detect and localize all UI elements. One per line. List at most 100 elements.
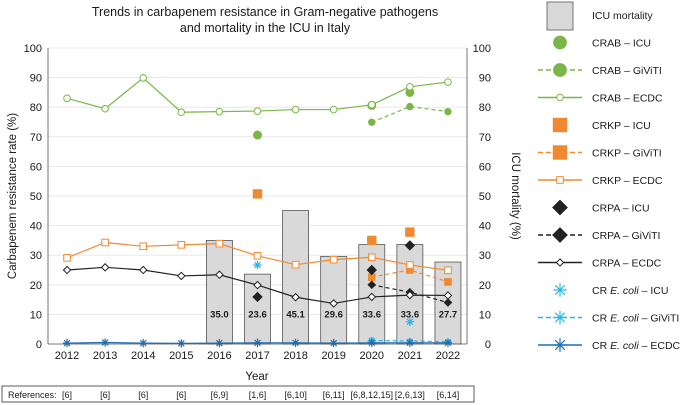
x-tick-2016: 2016	[207, 350, 231, 362]
legend-crpa-giviti-marker	[552, 227, 568, 243]
legend-crpa-icu-label: CRPA – ICU	[592, 203, 650, 215]
y-left-tick-70: 70	[30, 132, 42, 144]
point-crkp-icu-2021	[405, 227, 415, 237]
y-left-tick-40: 40	[30, 221, 42, 233]
y-right-tick-60: 60	[479, 161, 491, 173]
legend-cr-e-coli-giviti-label: CR E. coli – GiViTI	[592, 313, 679, 325]
point-crpa-ecdc-2012	[62, 265, 72, 275]
y-right-tick-70: 70	[479, 132, 491, 144]
legend-icu-mortality-swatch	[546, 1, 574, 31]
legend-icu-mortality-label: ICU mortality	[592, 10, 653, 22]
legend-crpa-giviti-label: CRPA – GiViTI	[592, 230, 660, 242]
legend-cr-e-coli-icu-label: CR E. coli – ICU	[592, 285, 668, 297]
reference-2018: [6,10]	[284, 390, 307, 400]
point-cr-e-coli-ecdc-2022	[443, 338, 453, 348]
reference-2014: [6]	[138, 390, 148, 400]
point-crpa-ecdc-2018	[291, 292, 300, 302]
point-crab-giviti-2021	[406, 102, 414, 111]
y-left-tick-80: 80	[30, 102, 42, 114]
point-crpa-ecdc-2016	[215, 270, 224, 280]
legend-crab-ecdc-label: CRAB – ECDC	[592, 93, 663, 105]
y-right-tick-100: 100	[473, 43, 491, 55]
x-tick-2015: 2015	[169, 350, 193, 362]
reference-2013: [6]	[100, 390, 110, 400]
point-crpa-ecdc-2019	[329, 299, 338, 308]
reference-2015: [6]	[176, 390, 186, 400]
point-crkp-ecdc-2017	[253, 251, 262, 260]
point-crpa-ecdc-2014	[138, 265, 148, 275]
legend-crab-giviti-marker	[553, 63, 567, 77]
legend-crkp-ecdc-marker	[556, 176, 564, 184]
legend-crab-icu-marker	[553, 35, 567, 50]
point-cr-e-coli-ecdc-2016	[215, 338, 224, 348]
point-crab-giviti-2020	[368, 118, 376, 126]
point-crpa-icu-2020	[366, 264, 377, 276]
point-crab-giviti-2022	[444, 107, 452, 116]
point-crkp-ecdc-2022	[444, 266, 452, 275]
series-line-crab-giviti	[371, 105, 449, 123]
x-tick-2017: 2017	[245, 350, 269, 362]
y-right-tick-40: 40	[479, 221, 491, 233]
point-crpa-ecdc-2022	[443, 291, 453, 300]
chart-title-line-1: Trends in carbapenem resistance in Gram-…	[92, 5, 438, 19]
bar-label-2019: 29.6	[324, 309, 343, 320]
point-cr-e-coli-ecdc-2015	[177, 339, 186, 348]
point-crab-ecdc-2018	[291, 105, 300, 114]
point-crkp-ecdc-2020	[367, 253, 376, 262]
legend-crkp-icu-label: CRKP – ICU	[592, 120, 651, 132]
point-crab-ecdc-2019	[329, 105, 338, 114]
lines-layer	[62, 74, 453, 348]
y-left-tick-0: 0	[36, 339, 42, 351]
point-crkp-ecdc-2012	[63, 254, 71, 262]
point-crkp-icu-2017	[252, 189, 263, 199]
legend-crpa-icu-marker	[552, 199, 568, 216]
reference-2012: [6]	[62, 390, 72, 400]
reference-2019: [6,11]	[323, 390, 345, 400]
references-label: References:	[8, 390, 57, 400]
bar-label-2016: 35.0	[210, 309, 229, 320]
y-left-tick-90: 90	[30, 73, 42, 85]
legend-crpa-ecdc-marker	[555, 258, 565, 267]
point-crab-ecdc-2020	[367, 101, 376, 109]
legend-crkp-icu-marker	[552, 117, 568, 133]
point-crpa-ecdc-2013	[100, 263, 110, 272]
point-crpa-icu-2017	[252, 291, 263, 303]
point-crkp-ecdc-2015	[177, 241, 186, 249]
x-tick-2012: 2012	[55, 350, 79, 362]
point-cr-e-coli-ecdc-2018	[291, 338, 300, 348]
point-crkp-ecdc-2019	[329, 255, 338, 264]
legend-crab-icu-label: CRAB – ICU	[592, 38, 651, 50]
y-axis-left-label: Carbapenem resistance rate (%)	[7, 113, 19, 279]
point-crkp-ecdc-2018	[291, 260, 300, 269]
x-tick-2021: 2021	[398, 350, 422, 362]
y-axis-right-label: ICU mortality (%)	[509, 152, 521, 240]
bar-label-2017: 23.6	[248, 309, 267, 320]
x-tick-2014: 2014	[131, 350, 155, 362]
y-right-tick-80: 80	[479, 102, 491, 114]
bar-2016	[206, 239, 233, 345]
bar-label-2021: 33.6	[401, 309, 420, 320]
x-tick-2019: 2019	[321, 350, 345, 362]
point-crpa-ecdc-2020	[367, 292, 377, 302]
y-right-tick-90: 90	[479, 73, 491, 85]
legend-cr-e-coli-ecdc-marker	[553, 338, 567, 352]
y-right-tick-10: 10	[479, 309, 491, 321]
x-tick-2020: 2020	[360, 350, 384, 362]
y-right-tick-0: 0	[485, 339, 491, 351]
x-tick-2013: 2013	[93, 350, 117, 362]
references-row: References: [6] [6] [6] [6] [6,9] [1,6] [6,10] […	[1, 385, 475, 403]
bar-label-2022: 27.7	[439, 309, 458, 320]
chart-title-line-2: and mortality in the ICU in Italy	[180, 21, 351, 35]
point-crab-ecdc-2012	[63, 94, 71, 103]
y-left-tick-50: 50	[30, 191, 42, 203]
point-cr-e-coli-icu-2017	[253, 260, 262, 270]
y-right-tick-50: 50	[479, 191, 491, 203]
point-crpa-icu-2021	[404, 240, 416, 251]
point-crab-ecdc-2016	[215, 107, 224, 116]
point-cr-e-coli-ecdc-2012	[62, 338, 72, 348]
point-crab-ecdc-2022	[444, 78, 452, 86]
point-crab-ecdc-2013	[101, 104, 109, 113]
point-cr-e-coli-icu-2021	[405, 317, 415, 326]
